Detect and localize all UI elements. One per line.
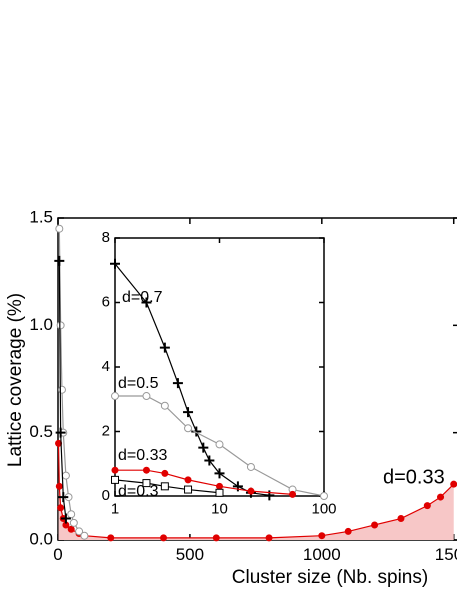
marker [58, 492, 69, 503]
marker [160, 482, 169, 491]
y-axis-title: Lattice coverage (%) [5, 293, 26, 467]
marker [183, 407, 194, 418]
x-tick-label: 10 [211, 500, 228, 517]
marker [246, 462, 255, 471]
marker [54, 255, 65, 266]
marker [265, 534, 273, 542]
marker [67, 510, 76, 519]
y-tick-label: 0.0 [29, 529, 53, 548]
marker [111, 466, 119, 474]
y-tick-label: 2 [102, 422, 110, 439]
series-label: d=0.7 [122, 289, 163, 306]
marker [80, 531, 89, 540]
series-label: d=0.3 [118, 483, 159, 500]
x-tick-label: 100 [311, 500, 336, 517]
marker [69, 518, 78, 527]
marker [344, 527, 352, 535]
marker [371, 521, 379, 529]
x-tick-label: 1000 [303, 545, 341, 564]
marker [55, 427, 66, 438]
marker [75, 527, 84, 536]
x-tick-label: 1500 [435, 545, 457, 564]
area [58, 443, 454, 540]
y-tick-label: 1.0 [29, 315, 53, 334]
x-tick-label: 500 [176, 545, 204, 564]
marker [289, 490, 297, 498]
marker [61, 471, 70, 480]
plot-frame [114, 237, 325, 497]
marker [214, 468, 225, 479]
marker [142, 466, 150, 474]
x-tick-label: 1 [111, 500, 119, 517]
series-label: d=0.5 [118, 375, 159, 392]
y-tick-label: 4 [102, 358, 110, 375]
marker [142, 392, 151, 401]
series-line [58, 228, 85, 537]
marker [318, 532, 326, 540]
series-line [114, 263, 270, 496]
series-label: d=0.33 [118, 447, 167, 464]
marker [160, 534, 168, 542]
marker [204, 455, 215, 466]
marker [184, 424, 193, 433]
marker [159, 342, 170, 353]
marker [55, 439, 63, 447]
marker [161, 469, 169, 477]
y-tick-label: 8 [102, 229, 110, 246]
marker [141, 297, 152, 308]
marker [67, 525, 75, 533]
marker [247, 487, 255, 495]
marker [62, 521, 70, 529]
marker [160, 401, 169, 410]
marker [111, 392, 119, 401]
marker [172, 378, 183, 389]
marker [184, 485, 193, 494]
series-line [58, 260, 67, 519]
marker [110, 258, 120, 269]
marker [198, 442, 209, 453]
marker [216, 482, 223, 490]
marker [57, 504, 65, 512]
marker [423, 502, 431, 510]
marker [56, 321, 65, 330]
marker [320, 492, 328, 500]
y-tick-label: 0 [102, 487, 110, 504]
marker [215, 488, 224, 497]
x-tick-label: 0 [53, 545, 62, 564]
marker [212, 534, 220, 542]
y-tick-label: 6 [102, 293, 110, 310]
marker [55, 482, 63, 490]
marker [450, 480, 457, 488]
marker [397, 515, 405, 523]
marker [57, 385, 66, 394]
marker [107, 534, 115, 542]
marker [191, 426, 202, 437]
x-axis-title: Cluster size (Nb. spins) [232, 567, 428, 588]
y-tick-label: 1.5 [29, 207, 53, 226]
annotation: d=0.33 [383, 466, 445, 488]
marker [60, 513, 71, 524]
marker [142, 479, 151, 488]
y-tick-label: 0.5 [29, 422, 53, 441]
marker [215, 440, 224, 449]
marker [55, 224, 64, 233]
marker [111, 475, 119, 484]
marker [437, 493, 445, 501]
marker [184, 476, 192, 484]
